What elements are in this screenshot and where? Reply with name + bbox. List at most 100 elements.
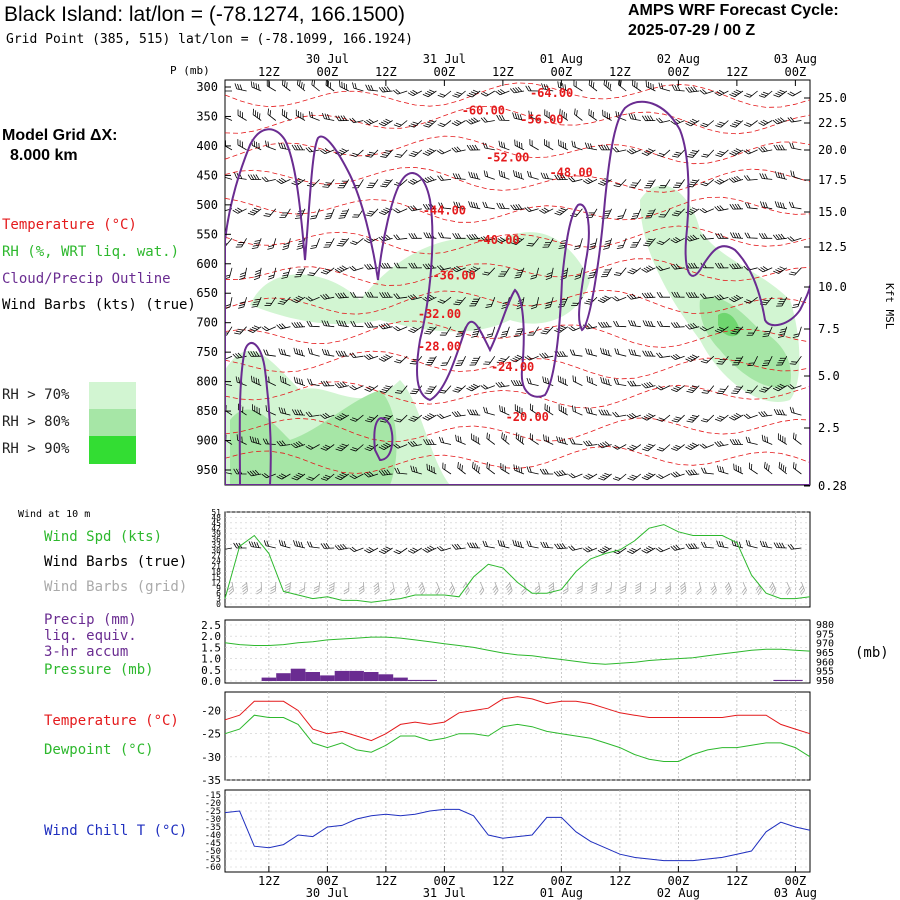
barb-stroke <box>769 581 777 596</box>
xs-wind-barb <box>539 207 554 214</box>
barb-stroke <box>526 377 539 386</box>
xs-wind-barb <box>306 473 320 481</box>
xs-wind-barb <box>671 84 685 92</box>
barb-stroke <box>225 170 233 180</box>
barb-stroke <box>423 326 437 335</box>
barb-stroke <box>436 149 452 155</box>
xs-wind-barb <box>671 291 685 298</box>
xs-wind-barb <box>266 80 277 92</box>
xs-wind-barb <box>628 348 641 357</box>
xs-wind-barb <box>468 171 481 180</box>
barb-stroke <box>422 545 437 553</box>
barb-stroke <box>529 403 539 416</box>
barb-stroke <box>583 473 598 480</box>
xs-wind-barb <box>378 86 393 93</box>
barb-stroke <box>641 472 656 481</box>
barb-stroke <box>598 321 612 328</box>
barb-stroke <box>670 544 685 551</box>
barb-stroke <box>335 148 350 156</box>
barb-stroke <box>685 442 700 451</box>
barb-stroke <box>393 234 408 240</box>
xs-wind-barb <box>539 468 554 475</box>
barb-stroke <box>554 174 568 181</box>
xs-wind-barb <box>482 267 496 276</box>
barb-stroke <box>408 262 422 269</box>
wind-speed-label: Wind Spd (kts) <box>44 529 163 545</box>
barb-stroke <box>576 581 583 595</box>
barb-stroke <box>745 385 758 394</box>
xs-wind-barb <box>350 291 364 298</box>
xs-wind-barb <box>278 406 291 416</box>
barb-stroke <box>584 296 598 305</box>
barb-stroke <box>554 543 568 550</box>
barb-stroke <box>350 237 364 245</box>
xs-wind-barb <box>423 326 437 335</box>
barb-stroke <box>227 581 234 595</box>
wind-barb-true <box>700 541 714 549</box>
barb-stroke <box>612 547 627 555</box>
barb-stroke <box>247 325 262 333</box>
xs-wind-barb <box>334 265 349 273</box>
barb-stroke <box>310 208 320 220</box>
barb-stroke <box>513 464 525 475</box>
barb-stroke <box>253 267 262 281</box>
xs-wind-barb <box>758 119 773 126</box>
xs-wind-barb <box>774 201 787 210</box>
xs-wind-barb <box>762 326 773 338</box>
xs-wind-barb <box>613 267 627 276</box>
xs-wind-barb <box>587 267 598 279</box>
precip-bar <box>276 673 291 681</box>
barb-stroke <box>378 118 393 127</box>
barb-stroke <box>588 108 598 121</box>
xs-wind-barb <box>498 140 510 151</box>
barb-stroke <box>379 385 393 394</box>
xs-wind-barb <box>276 323 291 330</box>
xs-wind-barb <box>311 80 320 92</box>
xs-wind-barb <box>758 146 773 153</box>
barb-stroke <box>266 80 277 92</box>
barb-stroke <box>282 238 291 251</box>
top-date-label: 31 Jul <box>423 52 466 66</box>
barb-stroke <box>616 208 627 220</box>
dewpoint-panel-label: Dewpoint (°C) <box>44 742 154 758</box>
xs-wind-barb <box>773 89 788 98</box>
wind-barb-grid <box>492 581 499 596</box>
rh-region-mid <box>250 232 590 332</box>
barb-stroke <box>499 405 510 416</box>
temperature-panel-grid <box>225 692 810 781</box>
barb-stroke <box>438 436 452 445</box>
xs-wind-barb <box>632 80 642 92</box>
pressure-tick-label: 950 <box>196 463 218 477</box>
xs-wind-barb <box>745 385 758 394</box>
height-tick-label: 0.28 <box>818 479 847 493</box>
wind-barb-true <box>745 539 758 549</box>
xs-wind-barb <box>236 434 247 445</box>
xs-wind-barb <box>788 267 802 276</box>
xs-wind-barb <box>544 297 554 309</box>
xs-wind-barb <box>524 206 539 212</box>
barb-stroke <box>365 84 379 92</box>
barb-stroke <box>685 354 700 362</box>
xs-wind-barb <box>365 149 379 158</box>
xs-wind-barb <box>225 85 232 92</box>
temperature-contour-label: -36.00 <box>432 269 475 283</box>
xs-wind-barb <box>267 238 277 250</box>
xs-wind-barb <box>379 292 393 298</box>
barb-stroke <box>788 201 802 210</box>
wind-barb-grid <box>634 581 642 595</box>
bottom-date-label: 31 Jul <box>423 886 466 900</box>
barb-stroke <box>364 385 379 392</box>
xs-wind-barb <box>641 265 656 273</box>
barb-stroke <box>586 208 598 218</box>
rh-region-low-dense <box>230 390 397 485</box>
barb-stroke <box>263 208 277 217</box>
wind-barb-grid <box>605 581 612 594</box>
barb-stroke <box>758 146 773 153</box>
barb-stroke <box>641 148 656 156</box>
xs-wind-barb <box>510 237 525 245</box>
wind-speed-tick-label: 15 <box>211 573 221 582</box>
barb-stroke <box>305 296 320 302</box>
barb-stroke <box>616 238 627 250</box>
barb-stroke <box>570 208 583 217</box>
barb-stroke <box>480 90 496 97</box>
